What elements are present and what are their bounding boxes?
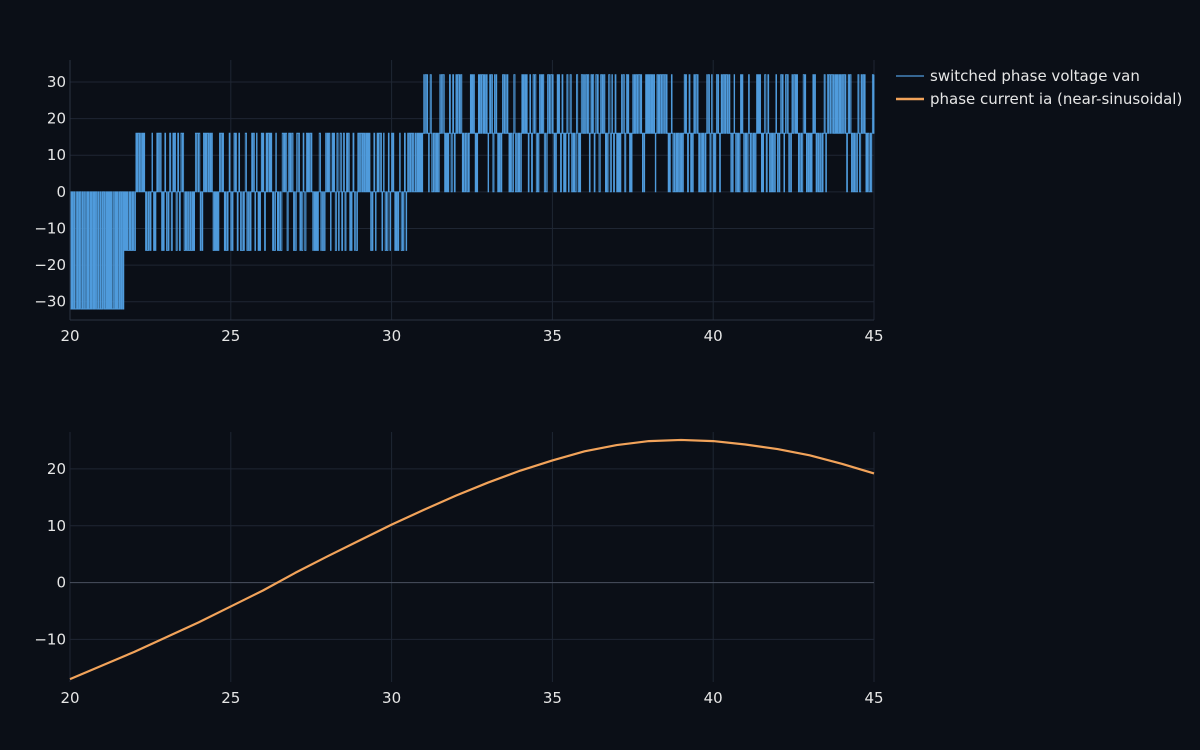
y-tick-label: −30 [34, 293, 66, 311]
y-tick-label: 0 [56, 574, 66, 592]
current-axes: 20 25 30 35 40 45 −10 0 10 20 [34, 460, 883, 707]
voltage-subplot: 20 25 30 35 40 45 −30 −20 −10 0 10 20 30 [34, 60, 884, 345]
x-tick-label: 40 [704, 327, 723, 345]
x-tick-label: 35 [543, 689, 562, 707]
legend-item-voltage[interactable]: switched phase voltage van [896, 67, 1140, 85]
y-tick-label: 30 [47, 73, 66, 91]
y-tick-label: 10 [47, 146, 66, 164]
x-tick-label: 20 [60, 327, 79, 345]
voltage-axes: 20 25 30 35 40 45 −30 −20 −10 0 10 20 30 [34, 60, 884, 345]
current-grid [69, 432, 875, 682]
voltage-series [69, 74, 875, 310]
voltage-series-line [69, 74, 875, 310]
x-tick-label: 25 [221, 689, 240, 707]
x-tick-label: 20 [60, 689, 79, 707]
y-tick-label: 20 [47, 110, 66, 128]
current-series [69, 438, 875, 681]
x-tick-label: 45 [864, 327, 883, 345]
legend-label-voltage: switched phase voltage van [930, 67, 1140, 85]
legend[interactable]: switched phase voltage van phase current… [896, 67, 1182, 108]
y-tick-label: −10 [34, 630, 66, 648]
current-series-line [69, 438, 875, 681]
x-tick-label: 35 [543, 327, 562, 345]
current-subplot: 20 25 30 35 40 45 −10 0 10 20 [34, 432, 884, 707]
y-tick-label: 20 [47, 460, 66, 478]
y-tick-label: 0 [56, 183, 66, 201]
legend-item-current[interactable]: phase current ia (near-sinusoidal) [896, 90, 1182, 108]
legend-label-current: phase current ia (near-sinusoidal) [930, 90, 1182, 108]
y-tick-label: −10 [34, 219, 66, 237]
x-tick-label: 45 [864, 689, 883, 707]
x-tick-label: 30 [382, 689, 401, 707]
x-tick-label: 30 [382, 327, 401, 345]
x-tick-label: 25 [221, 327, 240, 345]
y-tick-label: −20 [34, 256, 66, 274]
y-tick-label: 10 [47, 517, 66, 535]
x-tick-label: 40 [704, 689, 723, 707]
